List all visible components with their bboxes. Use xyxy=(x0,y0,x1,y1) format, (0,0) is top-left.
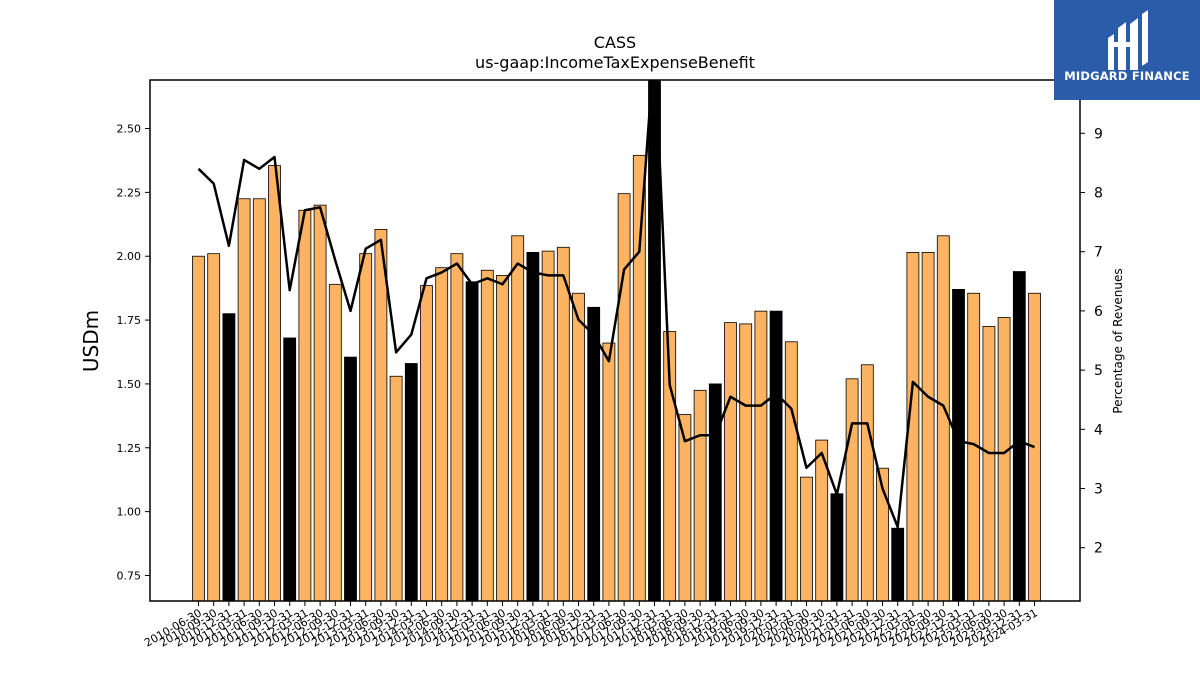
bar-2016-03-31 xyxy=(541,250,555,601)
y2-tick-label: 3 xyxy=(1094,482,1103,498)
midgard-logo-icon xyxy=(1108,10,1148,70)
bar-2010-09-30 xyxy=(207,253,221,601)
bar-2014-03-31 xyxy=(420,285,433,601)
brand-logo-text: MIDGARD FINANCE xyxy=(1064,69,1190,83)
bar-2021-12-31 xyxy=(891,527,905,601)
bar-2011-06-30 xyxy=(252,198,266,601)
bar-2016-09-30 xyxy=(572,292,585,601)
bar-2023-06-30 xyxy=(982,326,996,601)
y-tick-label: 2.25 xyxy=(117,186,142,199)
bar-2015-12-31 xyxy=(526,251,540,601)
y-tick-label: 2.50 xyxy=(117,123,142,136)
y-tick-label: 1.00 xyxy=(117,506,142,519)
y2-tick-label: 9 xyxy=(1094,126,1103,142)
bar-2013-12-31 xyxy=(404,363,418,601)
bar-2020-06-30 xyxy=(800,476,813,601)
bar-2023-12-31 xyxy=(1012,271,1026,601)
bar-2012-06-30 xyxy=(313,204,327,601)
bar-2022-12-31 xyxy=(952,289,965,601)
series-line xyxy=(197,80,1035,529)
bar-2011-09-30 xyxy=(268,165,281,601)
y2-tick-label: 2 xyxy=(1094,541,1103,557)
bar-2012-09-30 xyxy=(328,283,342,601)
bar-2011-12-31 xyxy=(283,337,297,601)
bar-2021-09-30 xyxy=(876,467,889,601)
bar-2012-03-31 xyxy=(298,209,312,601)
y2-tick-label: 7 xyxy=(1094,245,1103,261)
y-tick-label: 1.50 xyxy=(117,378,142,391)
y-tick-label: 1.75 xyxy=(117,314,142,327)
bar-2019-06-30 xyxy=(739,323,753,601)
bar-2020-03-31 xyxy=(784,341,798,601)
y-axis-label: USDm xyxy=(79,310,103,372)
bar-2014-09-30 xyxy=(450,253,464,601)
chart-subtitle: us-gaap:IncomeTaxExpenseBenefit xyxy=(475,53,755,72)
y2-tick-label: 5 xyxy=(1094,363,1103,379)
bar-2024-03-31 xyxy=(1028,292,1041,601)
y-tick-label: 1.25 xyxy=(117,442,142,455)
bar-2014-06-30 xyxy=(435,267,449,601)
y-axis-right: 2 3 4 5 6 7 8 9 xyxy=(1080,126,1103,557)
y2-tick-label: 4 xyxy=(1094,422,1103,438)
bar-2022-06-30 xyxy=(921,251,935,601)
chart-title: CASS xyxy=(594,33,636,52)
bar-2017-03-31 xyxy=(602,342,616,601)
bar-2013-03-31 xyxy=(359,253,373,601)
line-group xyxy=(197,80,1035,529)
bar-2021-06-30 xyxy=(860,364,874,601)
bar-2018-12-31 xyxy=(708,383,722,601)
bar-2017-06-30 xyxy=(617,193,631,601)
bar-2017-09-30 xyxy=(632,154,646,601)
y-tick-label: 2.00 xyxy=(117,250,142,263)
bar-2012-12-31 xyxy=(344,356,357,601)
x-axis: 2010-06-302010-09-302010-12-312011-03-31… xyxy=(142,601,1040,650)
bar-2019-03-31 xyxy=(724,322,737,601)
bar-2015-06-30 xyxy=(496,274,509,601)
plot-frame xyxy=(149,79,1081,602)
bar-2018-06-30 xyxy=(678,414,692,601)
bar-2014-12-31 xyxy=(465,281,479,601)
bar-2019-12-31 xyxy=(769,310,783,601)
bar-2010-12-31 xyxy=(222,313,236,601)
bar-2015-09-30 xyxy=(511,235,525,601)
bar-2020-09-30 xyxy=(815,439,829,601)
bar-2019-09-30 xyxy=(754,310,768,601)
bar-2016-12-31 xyxy=(587,306,601,601)
y-axis-left: 0.75 1.00 1.25 1.50 1.75 2.00 2.25 2.50 xyxy=(117,123,150,582)
y2-axis-label: Percentage of Revenues xyxy=(1111,268,1125,413)
brand-logo: MIDGARD FINANCE xyxy=(1054,0,1200,100)
bar-2023-09-30 xyxy=(997,317,1011,601)
bar-2018-09-30 xyxy=(693,389,707,601)
bar-2016-06-30 xyxy=(556,246,570,601)
bar-group xyxy=(192,80,1041,601)
bar-2021-03-31 xyxy=(845,378,859,601)
bar-2020-12-31 xyxy=(830,493,844,601)
y2-tick-label: 8 xyxy=(1094,185,1103,201)
bar-2013-06-30 xyxy=(374,228,388,601)
bar-2013-09-30 xyxy=(389,375,403,601)
y2-tick-label: 6 xyxy=(1094,304,1103,320)
bar-2011-03-31 xyxy=(237,198,251,601)
y-tick-label: 0.75 xyxy=(117,569,142,582)
bar-2015-03-31 xyxy=(480,269,494,601)
bar-2010-06-30 xyxy=(192,255,205,601)
